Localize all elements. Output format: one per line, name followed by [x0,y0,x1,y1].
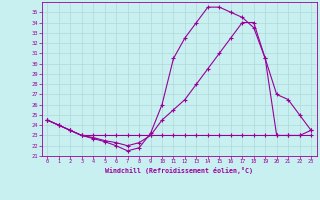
X-axis label: Windchill (Refroidissement éolien,°C): Windchill (Refroidissement éolien,°C) [105,167,253,174]
